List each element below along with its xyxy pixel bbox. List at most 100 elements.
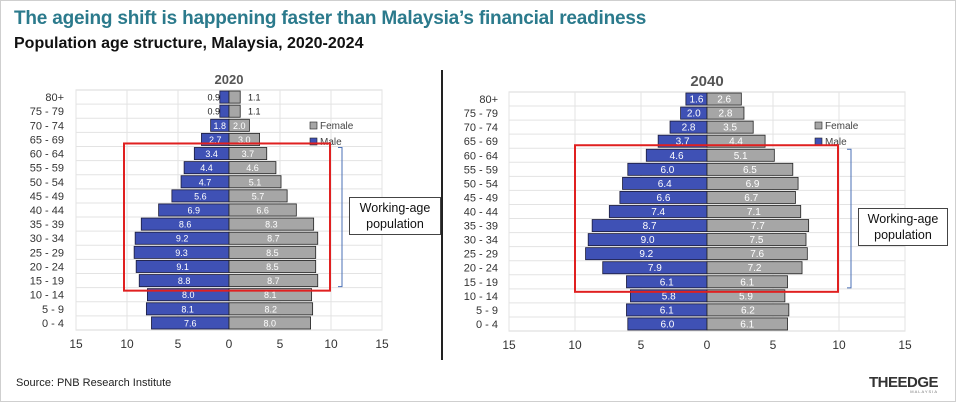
- x-tick-label: 10: [568, 338, 582, 352]
- female-bar: [706, 205, 802, 218]
- x-tick-label: 5: [770, 338, 777, 352]
- female-bar: [706, 261, 803, 275]
- female-value-label: 6.6: [256, 206, 269, 216]
- male-value-label: 9.0: [641, 235, 655, 246]
- figure-title: The ageing shift is happening faster tha…: [14, 8, 647, 29]
- working-age-annotation: Working-age population: [349, 197, 441, 235]
- age-group-label: 5 - 9: [42, 304, 64, 316]
- female-bar: [706, 191, 796, 204]
- female-value-label: 1.1: [248, 93, 261, 103]
- female-value-label: 2.0: [233, 121, 246, 131]
- female-value-label: 6.7: [744, 193, 758, 204]
- female-value-label: 8.3: [265, 220, 278, 230]
- female-value-label: 8.5: [266, 262, 279, 272]
- working-age-highlight: [574, 144, 839, 293]
- legend-swatch-male: [814, 137, 823, 146]
- female-value-label: 1.1: [248, 107, 261, 117]
- male-value-label: 3.4: [205, 149, 218, 159]
- female-bar: [228, 231, 319, 245]
- male-value-label: 4.7: [199, 177, 212, 187]
- female-bar: [228, 316, 311, 330]
- female-value-label: 5.7: [252, 191, 265, 201]
- female-value-label: 8.0: [264, 318, 277, 328]
- pyramid-2040: 15 10 5 0 5 10 15 2040 80+ 1.6 2.6 75 - 79 2.0 2.8 70 …: [464, 73, 912, 352]
- male-value-label: 8.6: [179, 220, 192, 230]
- female-bar: [228, 203, 297, 217]
- male-value-label: 6.4: [658, 179, 672, 190]
- x-tick-label: 5: [277, 337, 284, 351]
- age-group-label: 75 - 79: [464, 108, 498, 120]
- female-bar: [706, 317, 788, 331]
- panel-title: 2020: [215, 72, 244, 87]
- legend-label-female: Female: [320, 121, 354, 132]
- female-value-label: 5.9: [739, 291, 753, 302]
- female-value-label: 2.6: [717, 95, 731, 106]
- x-tick-label: 15: [375, 337, 389, 351]
- male-value-label: 8.1: [181, 304, 194, 314]
- female-value-label: 3.5: [723, 123, 737, 134]
- x-tick-label: 15: [69, 337, 83, 351]
- female-bar: [706, 162, 794, 176]
- working-age-bracket: [847, 148, 852, 289]
- female-bar: [706, 106, 745, 120]
- female-value-label: 7.6: [750, 249, 764, 260]
- female-bar: [228, 288, 313, 302]
- age-group-label: 35 - 39: [464, 221, 498, 233]
- age-group-label: 40 - 44: [30, 205, 64, 217]
- pyramid-2020: 15 10 5 0 5 10 15 2020 80+ 0.9 1.1 75 - 79 0.9 1.1 70 …: [30, 72, 389, 351]
- female-bar: [228, 274, 319, 288]
- male-value-label: 5.6: [194, 191, 207, 201]
- male-value-label: 9.1: [176, 262, 189, 272]
- male-value-label: 4.6: [670, 151, 684, 162]
- age-group-label: 20 - 24: [30, 261, 64, 273]
- x-tick-label: 10: [120, 337, 134, 351]
- age-group-label: 65 - 69: [464, 136, 498, 148]
- male-value-label: 6.0: [660, 165, 674, 176]
- publisher-logo: THEEDGE MALAYSIA: [869, 374, 939, 394]
- age-group-label: 80+: [479, 94, 498, 106]
- age-group-label: 25 - 29: [30, 247, 64, 259]
- age-group-label: 60 - 64: [30, 149, 64, 161]
- male-value-label: 7.9: [648, 263, 662, 274]
- panel-title: 2040: [690, 73, 723, 90]
- female-value-label: 4.4: [729, 137, 743, 148]
- age-group-label: 70 - 74: [30, 120, 64, 132]
- age-group-label: 30 - 34: [464, 235, 498, 247]
- female-bar: [228, 90, 241, 104]
- female-value-label: 8.5: [266, 248, 279, 258]
- x-tick-label: 5: [175, 337, 182, 351]
- male-value-label: 8.8: [178, 276, 191, 286]
- female-bar: [228, 189, 288, 203]
- female-bar: [706, 247, 808, 261]
- male-value-label: 4.4: [200, 163, 213, 173]
- age-group-label: 60 - 64: [464, 150, 498, 162]
- male-value-label: 0.9: [208, 107, 221, 117]
- x-tick-label: 10: [832, 338, 846, 352]
- female-bar: [706, 134, 766, 148]
- male-value-label: 6.1: [660, 277, 674, 288]
- male-value-label: 8.0: [182, 290, 195, 300]
- age-group-label: 80+: [45, 92, 64, 104]
- working-age-bracket: [338, 146, 343, 288]
- working-age-annotation: Working-age population: [858, 208, 948, 246]
- female-value-label: 7.2: [748, 263, 762, 274]
- x-tick-label: 15: [898, 338, 912, 352]
- age-group-label: 50 - 54: [30, 177, 64, 189]
- female-bar: [706, 275, 788, 289]
- legend-swatch-male: [309, 137, 318, 146]
- age-group-label: 5 - 9: [476, 305, 498, 317]
- panel-divider: [441, 70, 443, 360]
- age-group-label: 65 - 69: [30, 134, 64, 146]
- female-value-label: 6.1: [740, 277, 754, 288]
- female-bar: [706, 219, 810, 232]
- male-value-label: 0.9: [208, 93, 221, 103]
- age-group-label: 55 - 59: [464, 164, 498, 176]
- age-group-label: 45 - 49: [464, 192, 498, 204]
- age-group-label: 50 - 54: [464, 178, 498, 190]
- age-group-label: 20 - 24: [464, 263, 498, 275]
- figure-subtitle: Population age structure, Malaysia, 2020…: [14, 35, 364, 52]
- female-value-label: 7.5: [750, 235, 764, 246]
- age-group-label: 25 - 29: [464, 249, 498, 261]
- age-group-label: 75 - 79: [30, 106, 64, 118]
- female-bar: [228, 132, 261, 146]
